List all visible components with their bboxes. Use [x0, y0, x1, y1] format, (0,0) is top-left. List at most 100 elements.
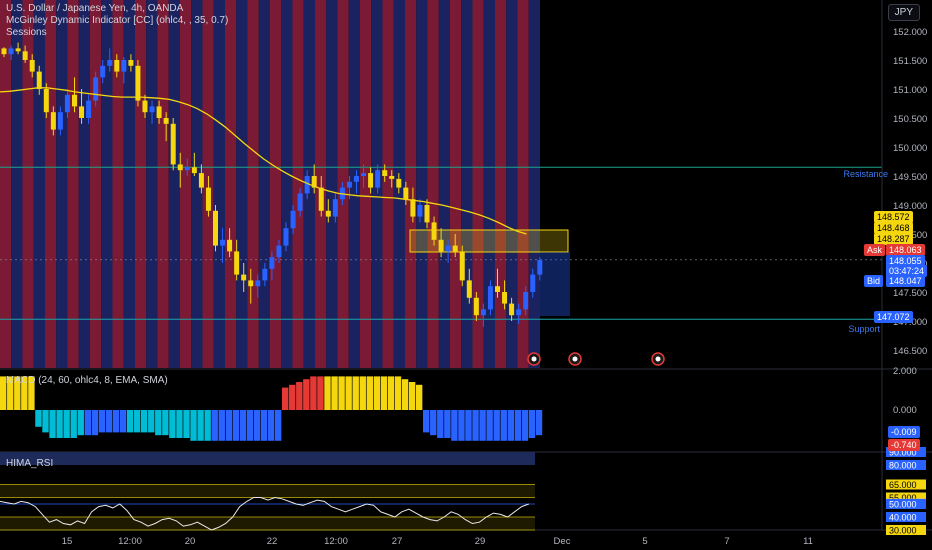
- rsi-axis-tag-bg: [886, 499, 926, 509]
- candle-body: [234, 251, 240, 275]
- time-axis-labels: 15 12:00 20 22 12:00 27 29 Dec 5 7 11: [62, 536, 813, 547]
- candle-body: [205, 187, 211, 211]
- time-axis-tick: 22: [267, 536, 278, 547]
- session-band-blue: [326, 0, 338, 368]
- candle-body: [262, 268, 268, 281]
- macd-bar: [289, 384, 296, 410]
- candle-body: [170, 123, 176, 165]
- candle-body: [149, 106, 155, 113]
- countdown-tag: 03:47:24: [886, 265, 928, 277]
- event-icon-dot: [572, 356, 578, 362]
- price-tag-high: 148.572: [874, 211, 913, 223]
- macd-axis-tick: 0.000: [893, 405, 917, 416]
- price-axis-tick: 150.000: [893, 143, 927, 154]
- session-band-blue: [461, 0, 473, 368]
- session-band-red: [495, 0, 507, 368]
- candle-body: [537, 260, 543, 275]
- candle-body: [184, 167, 190, 171]
- session-band-red: [315, 0, 327, 368]
- macd-bar: [415, 384, 423, 410]
- session-band-blue: [528, 0, 540, 368]
- ask-label: Ask: [864, 244, 886, 256]
- rsi-axis-tag-bg: [886, 447, 926, 457]
- macd-bar: [310, 376, 317, 410]
- candle-body: [43, 89, 49, 113]
- macd-bar: [77, 410, 84, 436]
- session-band-red: [45, 0, 57, 368]
- macd-bar: [148, 410, 155, 433]
- macd-bar: [141, 410, 148, 433]
- macd-bar: [21, 376, 28, 410]
- candlestick-series: [1, 42, 543, 327]
- macd-bar: [260, 410, 268, 441]
- macd-bar: [169, 410, 176, 438]
- candle-body: [227, 239, 233, 252]
- indicator-legend[interactable]: McGinley Dynamic Indicator [CC] (ohlc4, …: [6, 15, 229, 26]
- macd-histogram: 2.000 0.000: [0, 366, 917, 441]
- rsi-lower-zone: [0, 517, 535, 530]
- candle-body: [368, 173, 374, 188]
- support-label: Support: [848, 324, 880, 334]
- macd-bar: [0, 376, 7, 410]
- candle-body: [22, 51, 28, 60]
- macd-bar: [345, 376, 352, 410]
- macd-bar: [7, 376, 14, 410]
- rsi-panel-lines: 90.00080.00065.00055.00050.31250.00040.0…: [0, 447, 926, 536]
- time-axis-tick: 27: [392, 536, 403, 547]
- macd-bar: [63, 410, 70, 438]
- candle-body: [318, 187, 324, 211]
- candle-body: [114, 60, 120, 72]
- candle-body: [311, 176, 317, 188]
- candle-body: [396, 178, 402, 188]
- macd-bar: [84, 410, 91, 436]
- rsi-title[interactable]: HIMA_RSI: [6, 458, 54, 469]
- rsi-overbought-band: [0, 452, 535, 465]
- candle-body: [220, 239, 226, 246]
- macd-bar: [303, 379, 310, 410]
- bid-value: 148.047: [886, 275, 925, 287]
- candle-body: [325, 210, 331, 217]
- candle-body: [72, 94, 77, 107]
- candle-body: [128, 60, 134, 66]
- candle-body: [156, 106, 162, 118]
- macd-bar: [444, 410, 451, 438]
- macd-bar: [373, 376, 381, 410]
- candle-body: [424, 205, 430, 223]
- symbol-title[interactable]: U.S. Dollar / Japanese Yen, 4h, OANDA: [6, 3, 184, 14]
- candle-body: [438, 239, 444, 252]
- macd-bar: [282, 387, 289, 410]
- candle-body: [354, 176, 359, 182]
- macd-bar: [133, 410, 141, 433]
- macd-bar: [105, 410, 113, 433]
- session-band-blue: [11, 0, 23, 368]
- rsi-axis-tag-bg: [886, 512, 926, 522]
- sessions-legend[interactable]: Sessions: [6, 27, 47, 38]
- candle-body: [135, 65, 141, 101]
- macd-bar: [486, 410, 493, 441]
- macd-bar: [528, 410, 536, 438]
- price-axis-labels: 152.000 151.500 151.000 150.500 150.000 149.5…: [893, 27, 927, 357]
- macd-bar: [70, 410, 77, 438]
- macd-value-tag: -0.009: [888, 426, 920, 438]
- currency-button[interactable]: JPY: [887, 4, 920, 21]
- candle-body: [495, 286, 500, 292]
- macd-bar: [197, 410, 204, 441]
- session-band-blue: [416, 0, 428, 368]
- macd-title[interactable]: MACD (24, 60, ohlc4, 8, EMA, SMA): [6, 375, 168, 386]
- macd-bar: [204, 410, 211, 441]
- macd-bar: [535, 410, 543, 436]
- rsi-axis-tag-bg: [886, 460, 926, 470]
- candle-body: [8, 48, 14, 55]
- macd-bar: [338, 376, 345, 410]
- session-band-red: [157, 0, 169, 368]
- candle-body: [417, 205, 423, 217]
- session-band-blue: [258, 0, 270, 368]
- time-axis-tick: Dec: [554, 536, 571, 547]
- session-band-red: [405, 0, 417, 368]
- macd-bar: [267, 410, 275, 441]
- session-band-red: [22, 0, 34, 368]
- session-band-blue: [236, 0, 248, 368]
- session-band-red: [0, 0, 12, 368]
- macd-bar: [155, 410, 162, 436]
